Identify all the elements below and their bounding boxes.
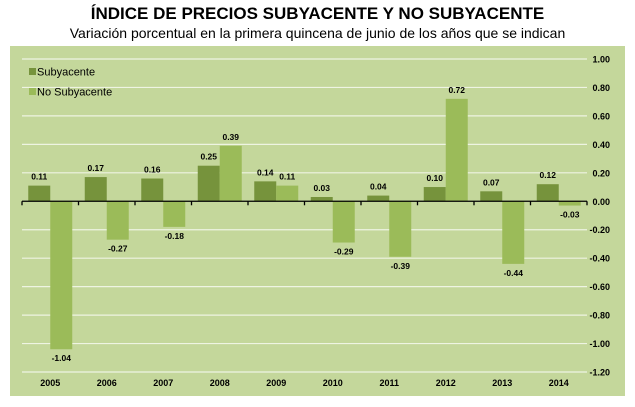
data-label: -0.03	[560, 210, 580, 220]
data-label: -0.39	[391, 261, 411, 271]
data-label: -1.04	[52, 353, 72, 363]
y-tick-label: -1.00	[589, 339, 610, 349]
bar-no-subyacente	[219, 145, 242, 202]
legend-swatch	[29, 68, 36, 75]
y-tick-label: 0.20	[592, 168, 610, 178]
bar-subyacente	[197, 165, 220, 202]
bar-subyacente	[84, 177, 107, 202]
y-tick-label: -0.60	[589, 282, 610, 292]
chart-title: ÍNDICE DE PRECIOS SUBYACENTE Y NO SUBYAC…	[90, 4, 545, 23]
data-label: 0.11	[279, 172, 295, 182]
bar-no-subyacente	[276, 185, 299, 202]
bar-no-subyacente	[163, 201, 186, 227]
bar-no-subyacente	[445, 98, 468, 202]
data-label: 0.14	[257, 167, 274, 177]
y-tick-label: 1.00	[592, 55, 610, 65]
x-tick-label: 2009	[266, 378, 286, 388]
bar-subyacente	[254, 181, 277, 202]
y-tick-label: 0.80	[592, 83, 610, 93]
bar-no-subyacente	[106, 201, 129, 240]
data-label: -0.44	[504, 268, 524, 278]
x-tick-label: 2010	[323, 378, 343, 388]
bar-subyacente	[310, 197, 333, 202]
bar-no-subyacente	[50, 201, 73, 350]
bar-subyacente	[141, 178, 164, 202]
y-tick-label: 0.60	[592, 111, 610, 121]
data-label: -0.29	[334, 247, 354, 257]
data-label: 0.16	[144, 165, 161, 175]
data-label: 0.11	[31, 172, 47, 182]
data-label: 0.39	[222, 132, 239, 142]
legend-label: No Subyacente	[37, 87, 112, 99]
data-label: 0.12	[539, 170, 556, 180]
x-tick-label: 2014	[549, 378, 569, 388]
bar-no-subyacente	[558, 201, 581, 206]
x-tick-label: 2005	[40, 378, 60, 388]
y-tick-label: -0.80	[589, 311, 610, 321]
data-label: -0.18	[165, 231, 185, 241]
x-tick-label: 2011	[379, 378, 399, 388]
y-tick-label: 0.00	[592, 197, 610, 207]
data-label: 0.25	[200, 152, 217, 162]
y-tick-label: 0.40	[592, 140, 610, 150]
x-tick-label: 2013	[492, 378, 512, 388]
bar-subyacente	[423, 187, 446, 202]
legend-label: Subyacente	[37, 67, 95, 79]
data-label: 0.03	[313, 183, 330, 193]
bar-subyacente	[536, 184, 559, 202]
data-label: 0.17	[87, 163, 104, 173]
bar-no-subyacente	[332, 201, 355, 243]
x-tick-label: 2006	[97, 378, 117, 388]
bar-subyacente	[28, 185, 51, 202]
bar-subyacente	[367, 195, 390, 202]
data-label: -0.27	[108, 244, 128, 254]
x-tick-label: 2007	[153, 378, 173, 388]
data-label: 0.72	[448, 85, 465, 95]
y-tick-label: -0.20	[589, 225, 610, 235]
x-tick-label: 2012	[436, 378, 456, 388]
legend-swatch	[29, 88, 36, 95]
y-tick-label: -1.20	[589, 368, 610, 378]
chart-subtitle: Variación porcentual en la primera quinc…	[69, 25, 566, 41]
bar-no-subyacente	[389, 201, 412, 257]
bar-subyacente	[480, 191, 503, 202]
data-label: 0.10	[426, 173, 443, 183]
y-tick-label: -0.40	[589, 254, 610, 264]
data-label: 0.04	[370, 182, 387, 192]
data-label: 0.07	[483, 177, 500, 187]
bar-no-subyacente	[502, 201, 525, 264]
x-tick-label: 2008	[210, 378, 230, 388]
